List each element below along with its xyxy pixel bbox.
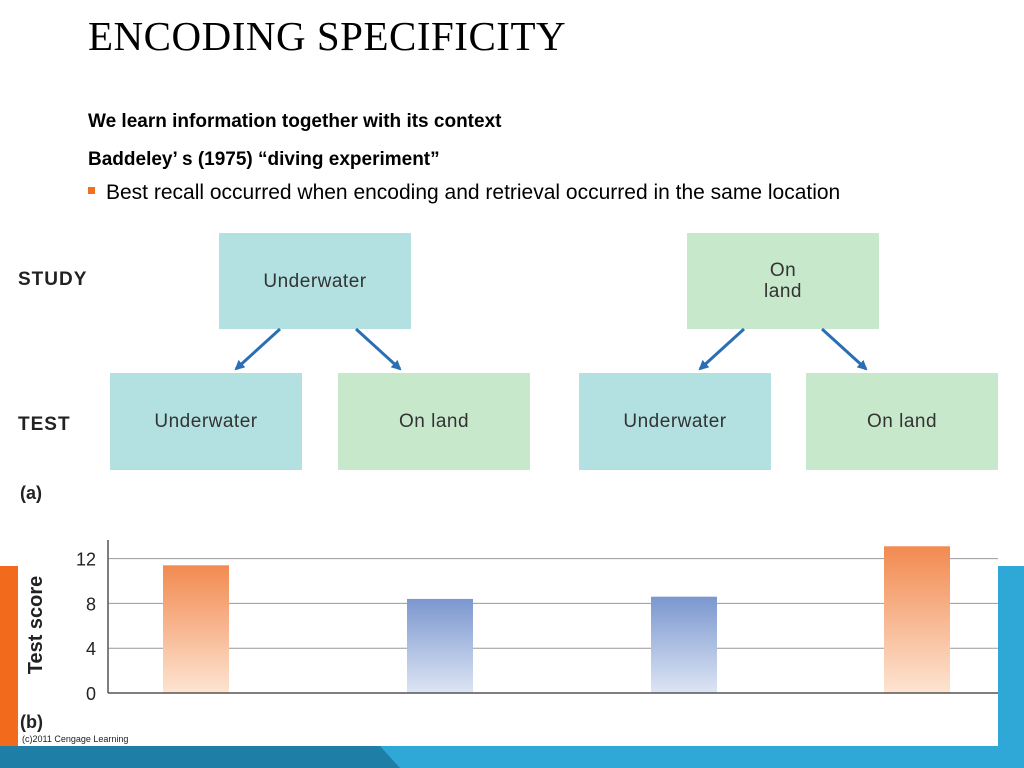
test-label: TEST — [18, 414, 71, 435]
test-score-chart: 0 4 8 12 Test score (b) — [20, 540, 998, 732]
test-box-underwater-1: Underwater — [110, 373, 302, 470]
study-box-underwater: Underwater — [219, 233, 411, 329]
experiment-heading: Baddeley’ s (1975) “diving experiment” — [88, 149, 440, 170]
panel-label-a: (a) — [20, 483, 42, 503]
study-label: STUDY — [18, 269, 88, 290]
y-axis-label: Test score — [25, 576, 47, 675]
context-statement: We learn information together with its c… — [88, 111, 502, 132]
right-accent-bar — [998, 566, 1024, 746]
copyright-notice: (c)2011 Cengage Learning — [22, 734, 129, 744]
test-box-underwater-2: Underwater — [579, 373, 771, 470]
bar-3 — [651, 596, 717, 693]
left-accent-bar — [0, 566, 18, 746]
slide-title: ENCODING SPECIFICITY — [88, 13, 567, 59]
arrow-study1-to-test1 — [234, 327, 282, 371]
bar-2 — [407, 598, 473, 693]
y-tick-label: 8 — [86, 594, 96, 614]
arrow-study2-to-test3 — [698, 327, 746, 371]
bottom-accent-strip-dark — [0, 746, 400, 768]
test-box-on-land-2: On land — [806, 373, 998, 470]
panel-label-b: (b) — [20, 712, 43, 732]
y-tick-label: 12 — [76, 550, 96, 570]
bullet-square-icon — [88, 187, 95, 194]
bullet-text: Best recall occurred when encoding and r… — [106, 181, 841, 204]
test-box-on-land-1: On land — [338, 373, 530, 470]
y-tick-label: 0 — [86, 684, 96, 704]
arrow-study1-to-test2 — [354, 327, 402, 371]
bar-4 — [884, 546, 950, 693]
bar-1 — [163, 565, 229, 693]
study-box-on-land: On land — [687, 233, 879, 329]
arrow-study2-to-test4 — [820, 327, 868, 371]
y-tick-label: 4 — [86, 639, 96, 659]
